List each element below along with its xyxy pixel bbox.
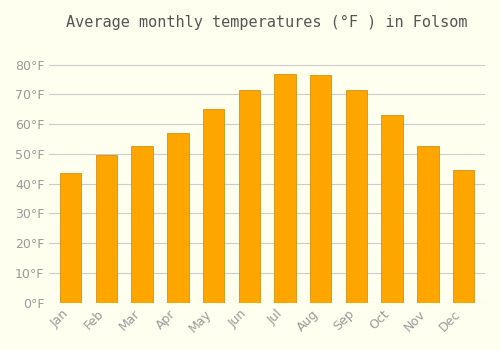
Bar	[60, 173, 82, 303]
Title: Average monthly temperatures (°F ) in Folsom: Average monthly temperatures (°F ) in Fo…	[66, 15, 468, 30]
Bar	[310, 75, 332, 303]
Bar	[96, 155, 117, 303]
Bar	[203, 109, 224, 303]
Bar	[346, 90, 367, 303]
Bar	[453, 170, 474, 303]
Bar	[238, 90, 260, 303]
Bar	[167, 133, 188, 303]
Bar	[417, 147, 438, 303]
Bar	[274, 74, 295, 303]
Bar	[382, 115, 403, 303]
Bar	[132, 147, 153, 303]
